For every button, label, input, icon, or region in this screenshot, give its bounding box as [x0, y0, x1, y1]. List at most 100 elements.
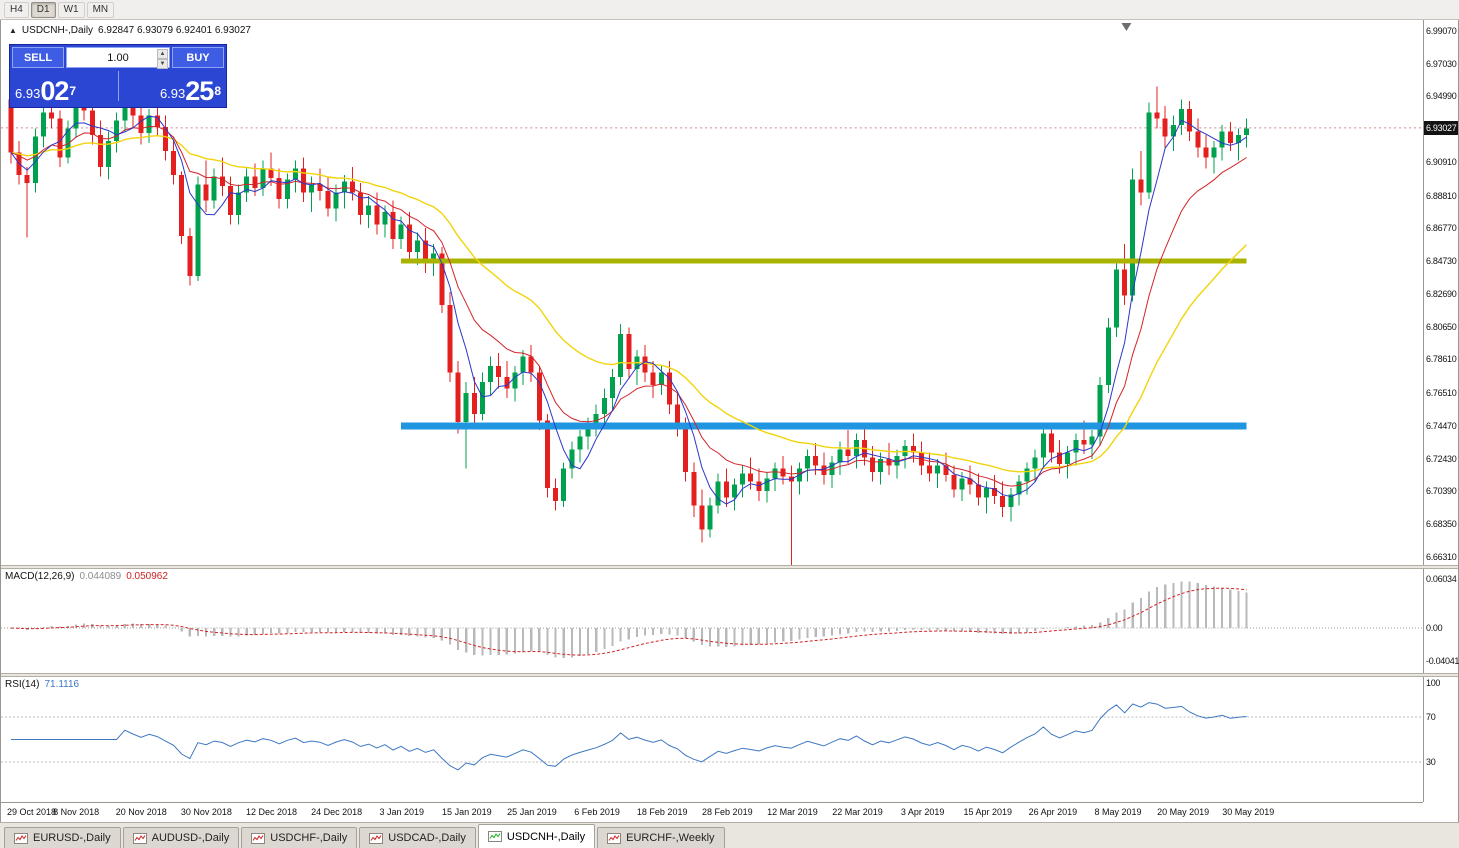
symbol-name: USDCNH-,Daily: [21, 25, 94, 36]
tab-audusd-daily[interactable]: AUDUSD-,Daily: [122, 827, 240, 848]
one-click-collapse-icon[interactable]: ▲: [9, 26, 17, 35]
buy-price[interactable]: 6.93 25 8: [122, 76, 221, 106]
one-click-trading-panel: SELL 1.00 ▲ ▼ BUY 6.93 02 7 6.93 25 8: [9, 44, 227, 108]
sell-price-pips: 02: [40, 76, 69, 106]
price-axis-label: 6.68350: [1426, 519, 1457, 530]
sell-button[interactable]: SELL: [12, 47, 64, 68]
chart-tab-icon: [487, 831, 502, 842]
date-label: 15 Jan 2019: [442, 807, 492, 817]
macd-signal-value: 0.050962: [126, 571, 168, 582]
date-label: 24 Dec 2018: [311, 807, 363, 817]
date-label: 3 Apr 2019: [900, 807, 945, 817]
time-axis[interactable]: 29 Oct 2018 8 Nov 2018 20 Nov 2018 30 Nov 2…: [1, 802, 1423, 822]
rsi-axis-label: 30: [1426, 757, 1436, 768]
volume-up-icon[interactable]: ▲: [157, 49, 168, 59]
buy-price-base: 6.93: [159, 86, 186, 101]
date-label: 29 Oct 2018: [7, 807, 57, 817]
date-label: 15 Apr 2019: [963, 807, 1013, 817]
rsi-pane: RSI(14) 71.1116: [1, 677, 1423, 802]
buy-price-pips: 25: [185, 76, 214, 106]
price-axis-label: 6.76510: [1426, 388, 1457, 399]
macd-label: MACD(12,26,9) 0.044089 0.050962: [5, 571, 168, 582]
rsi-value: 71.1116: [44, 679, 80, 690]
ohlc-values: 6.92847 6.93079 6.92401 6.93027: [98, 25, 251, 36]
timeframe-toolbar: H4 D1 W1 MN: [0, 0, 1459, 20]
volume-spinner: ▲ ▼: [157, 49, 168, 69]
pane-divider[interactable]: [1, 673, 1458, 677]
price-axis-label: 6.70390: [1426, 486, 1457, 497]
timeframe-w1-button[interactable]: W1: [57, 1, 85, 18]
date-label: 30 Nov 2018: [180, 807, 232, 817]
macd-chart-canvas[interactable]: [1, 569, 1423, 673]
date-label: 25 Jan 2019: [507, 807, 557, 817]
sell-price[interactable]: 6.93 02 7: [15, 76, 115, 106]
price-axis-label: 6.88810: [1426, 190, 1457, 201]
price-axis-label: 6.86770: [1426, 223, 1457, 234]
timeframe-mn-button[interactable]: MN: [86, 1, 115, 18]
timeframe-h4-button[interactable]: H4: [4, 1, 29, 18]
rsi-axis-label: 70: [1426, 711, 1436, 722]
chart-tab-bar: EURUSD-,Daily AUDUSD-,Daily USDCHF-,Dail…: [0, 822, 1459, 848]
volume-input[interactable]: 1.00 ▲ ▼: [66, 47, 170, 69]
date-label: 20 May 2019: [1157, 807, 1210, 817]
tab-eurchf-weekly[interactable]: EURCHF-,Weekly: [597, 827, 725, 848]
volume-value: 1.00: [107, 51, 129, 64]
date-label: 6 Feb 2019: [574, 807, 620, 817]
date-label: 12 Mar 2019: [767, 807, 818, 817]
price-axis-label: 6.84730: [1426, 256, 1457, 267]
tab-label: USDCHF-,Daily: [270, 832, 348, 844]
sell-price-base: 6.93: [15, 86, 41, 101]
price-axis-label: 6.90910: [1426, 156, 1457, 167]
tab-eurusd-daily[interactable]: EURUSD-,Daily: [4, 827, 121, 848]
price-axis-label: 6.82690: [1426, 288, 1457, 299]
macd-axis-label: 0.00: [1426, 623, 1443, 634]
date-label: 8 Nov 2018: [53, 807, 100, 817]
rsi-label: RSI(14) 71.1116: [5, 679, 79, 690]
price-axis-label: 6.78610: [1426, 354, 1457, 365]
price-axis-label: 6.97030: [1426, 58, 1457, 69]
macd-axis-label: -0.04041: [1426, 655, 1459, 666]
macd-main-value: 0.044089: [79, 571, 122, 582]
price-axis-label: 6.72430: [1426, 453, 1457, 464]
price-axis-label: 6.94990: [1426, 91, 1457, 102]
tab-label: AUDUSD-,Daily: [151, 832, 230, 844]
timeframe-d1-button[interactable]: D1: [30, 1, 56, 18]
macd-axis-label: 0.06034: [1426, 574, 1457, 585]
volume-down-icon[interactable]: ▼: [157, 59, 168, 69]
chart-title: ▲ USDCNH-,Daily 6.92847 6.93079 6.92401 …: [9, 25, 251, 36]
price-divider: [117, 71, 119, 101]
price-axis-label: 6.66310: [1426, 551, 1457, 562]
price-axis-label: 6.74470: [1426, 420, 1457, 431]
tab-usdcad-daily[interactable]: USDCAD-,Daily: [359, 827, 476, 848]
chart-window: ▲ USDCNH-,Daily 6.92847 6.93079 6.92401 …: [0, 20, 1459, 822]
tab-label: EURUSD-,Daily: [33, 832, 111, 844]
date-label: 3 Jan 2019: [379, 807, 424, 817]
rsi-name: RSI(14): [5, 679, 40, 690]
chart-tab-icon: [132, 832, 147, 844]
price-axis[interactable]: 6.93027 6.99070 6.97030 6.94990 6.90910 6.88…: [1423, 20, 1459, 802]
date-label: 12 Dec 2018: [245, 807, 297, 817]
current-price-badge: 6.93027: [1424, 120, 1458, 135]
tab-usdcnh-daily[interactable]: USDCNH-,Daily: [477, 824, 596, 848]
price-axis-label: 6.80650: [1426, 321, 1457, 332]
candlestick-chart-canvas[interactable]: [1, 20, 1423, 565]
rsi-chart-canvas[interactable]: [1, 677, 1423, 802]
tab-usdchf-daily[interactable]: USDCHF-,Daily: [241, 827, 358, 848]
date-label: 18 Feb 2019: [636, 807, 688, 817]
chart-tab-icon: [369, 832, 384, 844]
price-axis-label: 6.99070: [1426, 25, 1457, 36]
buy-button[interactable]: BUY: [172, 47, 224, 68]
tab-label: EURCHF-,Weekly: [626, 832, 715, 844]
chart-tab-icon: [251, 832, 266, 844]
date-label: 22 Mar 2019: [832, 807, 883, 817]
tab-label: USDCNH-,Daily: [506, 830, 586, 843]
chart-tab-icon: [14, 832, 28, 844]
macd-name: MACD(12,26,9): [5, 571, 75, 582]
sell-price-point: 7: [69, 84, 77, 98]
chart-tab-icon: [607, 832, 622, 844]
date-label: 26 Apr 2019: [1028, 807, 1078, 817]
pane-divider[interactable]: [1, 565, 1458, 569]
macd-pane: MACD(12,26,9) 0.044089 0.050962: [1, 569, 1423, 673]
tab-label: USDCAD-,Daily: [388, 832, 466, 844]
date-label: 8 May 2019: [1094, 807, 1142, 817]
